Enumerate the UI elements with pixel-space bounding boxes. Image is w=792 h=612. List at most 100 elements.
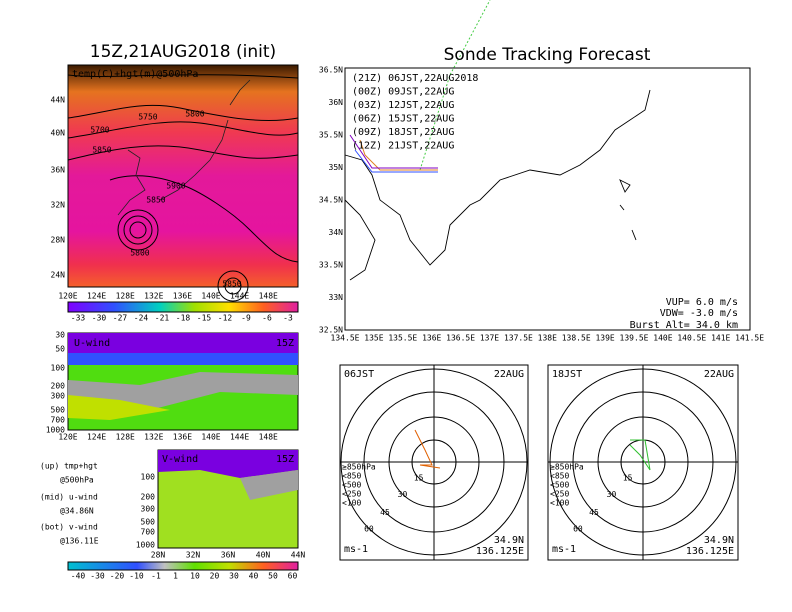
label: (00Z) 09JST,22AUG — [352, 87, 454, 98]
label: <850 — [342, 472, 361, 481]
label: 1 — [173, 572, 178, 581]
label: 33.5N — [319, 261, 343, 270]
label: (12Z) 21JST,22AUG — [352, 141, 454, 152]
label: -40 — [71, 572, 86, 581]
label: 35.5N — [319, 131, 343, 140]
label: 15Z,21AUG2018 (init) — [90, 42, 276, 62]
label: 136.125E — [686, 546, 734, 557]
label: 20 — [210, 572, 220, 581]
label: -3 — [283, 314, 293, 323]
label: 36.5N — [319, 66, 343, 75]
label: -15 — [197, 314, 212, 323]
label: 141E — [711, 334, 730, 343]
label: -12 — [218, 314, 233, 323]
label: 200 — [51, 382, 66, 391]
track — [354, 149, 438, 173]
label: -6 — [262, 314, 272, 323]
label: 140E — [653, 334, 672, 343]
label: -21 — [155, 314, 170, 323]
label: 200 — [141, 493, 156, 502]
label: 36N — [51, 166, 66, 175]
label: <250 — [550, 490, 569, 499]
label: 148E — [259, 433, 278, 442]
label: 18JST — [552, 369, 582, 380]
label: 136E — [422, 334, 441, 343]
label: <850 — [550, 472, 569, 481]
label: 22AUG — [704, 369, 734, 380]
label: 137.5E — [504, 334, 533, 343]
label: 44N — [51, 96, 66, 105]
track — [359, 139, 438, 171]
label: 140E — [201, 292, 220, 301]
label: -20 — [110, 572, 125, 581]
label: 136E — [173, 292, 192, 301]
label: -30 — [92, 314, 107, 323]
label: 60 — [573, 524, 583, 533]
label: 124E — [87, 433, 106, 442]
colorbar — [67, 301, 299, 313]
label: -9 — [241, 314, 251, 323]
label: -27 — [113, 314, 128, 323]
label: @136.11E — [60, 537, 99, 546]
uwind-band — [68, 333, 298, 353]
label: 136E — [173, 433, 192, 442]
label: 100 — [51, 364, 66, 373]
label: 15 — [414, 473, 424, 482]
label: 15Z — [276, 454, 294, 465]
label: 5850 — [92, 146, 111, 155]
vwind-band — [158, 450, 298, 478]
label: temp(C)+hgt(m)@500hPa — [72, 69, 198, 80]
label: -30 — [90, 572, 105, 581]
label: <100 — [342, 499, 361, 508]
label: 100 — [141, 473, 156, 482]
label: 34N — [329, 228, 344, 237]
label: 15 — [623, 473, 633, 482]
label: 50 — [55, 345, 65, 354]
label: 300 — [141, 505, 156, 514]
coastline — [344, 89, 651, 281]
label: 22AUG — [494, 369, 524, 380]
label: 139.5E — [620, 334, 649, 343]
label: 30 — [398, 490, 408, 499]
vwind-band — [240, 470, 298, 500]
label: ≥850hPa — [550, 463, 584, 472]
label: 50 — [268, 572, 278, 581]
label: -1 — [151, 572, 161, 581]
label: 10 — [190, 572, 200, 581]
label: 24N — [51, 271, 66, 280]
label: 500 — [141, 518, 156, 527]
coastline — [117, 79, 251, 216]
label: 28N — [151, 551, 166, 560]
label: 35N — [329, 163, 344, 172]
label: 32N — [186, 551, 201, 560]
label: 132E — [144, 433, 163, 442]
label: 135.5E — [388, 334, 417, 343]
label: 32.5N — [319, 326, 343, 335]
label: 120E — [58, 292, 77, 301]
label: 60 — [364, 524, 374, 533]
label: (bot) v-wind — [40, 523, 98, 532]
label: 139E — [595, 334, 614, 343]
label: 5750 — [138, 113, 157, 122]
label: 34.9N — [704, 535, 734, 546]
label: 135E — [364, 334, 383, 343]
label: 5800 — [130, 249, 149, 258]
label: ≥850hPa — [342, 463, 376, 472]
label: <500 — [550, 481, 569, 490]
label: (06Z) 15JST,22AUG — [352, 114, 454, 125]
label: Sonde Tracking Forecast — [444, 45, 651, 65]
label: Burst Alt= 34.0 km — [630, 320, 738, 331]
label: 40 — [249, 572, 259, 581]
label: 06JST — [344, 369, 374, 380]
wind-colorbar — [67, 561, 299, 571]
label: 34.9N — [494, 535, 524, 546]
label: 136.5E — [446, 334, 475, 343]
label: 136.125E — [476, 546, 524, 557]
label: V-wind — [162, 454, 198, 465]
label: 132E — [144, 292, 163, 301]
label: 134.5E — [331, 334, 360, 343]
label: 44N — [291, 551, 306, 560]
label: 1000 — [46, 426, 65, 435]
label: 700 — [51, 416, 66, 425]
label: (03Z) 12JST,22AUG — [352, 100, 454, 111]
